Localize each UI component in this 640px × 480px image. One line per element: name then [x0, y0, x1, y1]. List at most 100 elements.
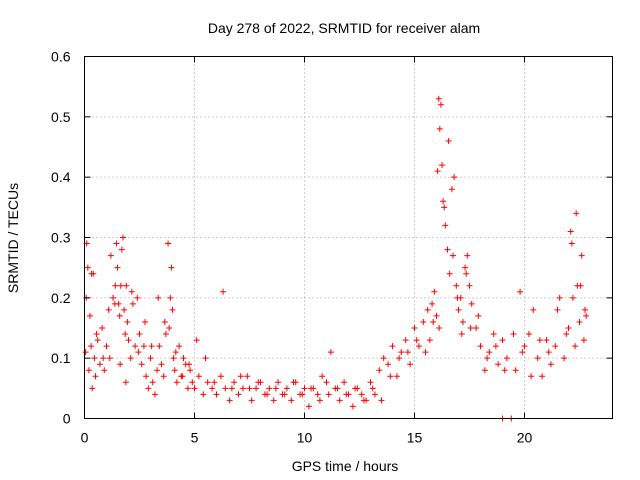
- data-point: [135, 349, 142, 356]
- data-point: [148, 343, 155, 350]
- data-point: [446, 270, 453, 277]
- data-point: [567, 228, 574, 235]
- data-point: [184, 385, 191, 392]
- data-point: [87, 312, 93, 319]
- data-point: [530, 306, 537, 313]
- chart-title: Day 278 of 2022, SRMTID for receiver ala…: [208, 20, 480, 36]
- data-point: [402, 337, 409, 344]
- data-point: [187, 367, 194, 374]
- data-point: [451, 174, 458, 181]
- data-point: [327, 349, 334, 356]
- data-point: [441, 204, 448, 211]
- data-point: [122, 379, 129, 386]
- data-point: [138, 361, 145, 368]
- data-point: [554, 306, 561, 313]
- data-point: [448, 186, 455, 193]
- data-point: [466, 282, 473, 289]
- data-point: [369, 385, 376, 392]
- data-point: [111, 300, 118, 307]
- data-point: [543, 337, 550, 344]
- data-point: [171, 367, 178, 374]
- data-point: [127, 355, 134, 362]
- data-point: [134, 294, 141, 301]
- data-point: [475, 312, 482, 319]
- data-point: [288, 397, 295, 404]
- data-point: [341, 379, 348, 386]
- data-point: [142, 318, 148, 325]
- data-point: [426, 337, 433, 344]
- data-point: [525, 331, 532, 338]
- data-point: [473, 325, 480, 331]
- data-point: [82, 349, 89, 356]
- data-point: [576, 318, 583, 325]
- x-axis-label: GPS time / hours: [292, 458, 399, 474]
- data-point: [569, 294, 576, 301]
- data-point: [180, 355, 187, 362]
- data-point: [334, 385, 341, 392]
- data-point: [160, 373, 167, 380]
- data-point: [510, 331, 517, 338]
- data-point: [239, 385, 246, 392]
- data-point: [91, 355, 98, 362]
- data-point: [169, 306, 176, 313]
- data-point: [166, 325, 173, 331]
- data-point: [463, 270, 470, 277]
- x-tick-label: 20: [517, 430, 533, 446]
- data-point: [436, 125, 443, 132]
- data-point: [220, 288, 227, 295]
- data-point: [565, 325, 572, 331]
- data-point: [122, 331, 129, 338]
- data-point: [578, 252, 585, 259]
- x-tick-label: 0: [81, 430, 89, 446]
- data-point: [204, 379, 211, 386]
- data-point: [336, 397, 343, 404]
- data-point: [415, 343, 422, 350]
- data-point: [325, 391, 332, 398]
- data-point: [536, 337, 543, 344]
- data-point: [450, 252, 456, 259]
- data-point: [512, 367, 519, 374]
- x-tick-labels: 0 5 10 15 20: [81, 430, 533, 446]
- data-point: [107, 252, 114, 259]
- data-point: [100, 355, 107, 362]
- data-point: [376, 367, 383, 374]
- data-point: [492, 343, 499, 350]
- data-point: [367, 379, 374, 386]
- data-point: [118, 246, 125, 253]
- data-point: [186, 361, 192, 368]
- data-point: [459, 318, 466, 325]
- data-point: [556, 294, 563, 301]
- data-point: [162, 331, 169, 338]
- data-point: [200, 391, 207, 398]
- data-point: [145, 385, 152, 392]
- data-point: [217, 373, 224, 380]
- data-point: [431, 288, 438, 295]
- data-point: [545, 349, 552, 356]
- y-axis-label: SRMTID / TECUs: [5, 183, 21, 293]
- data-point: [156, 343, 163, 350]
- data-point: [114, 264, 121, 271]
- data-point: [360, 397, 367, 404]
- data-point: [110, 294, 117, 301]
- data-point: [170, 355, 177, 362]
- data-point: [149, 379, 156, 386]
- data-point: [323, 379, 330, 386]
- data-point: [349, 403, 356, 410]
- data-point: [343, 391, 350, 398]
- data-point: [385, 361, 392, 368]
- data-point: [195, 373, 202, 380]
- data-point: [314, 391, 321, 398]
- data-point: [481, 367, 488, 374]
- data-point: [568, 240, 575, 247]
- data-point: [136, 331, 143, 338]
- data-point: [290, 379, 297, 386]
- data-point: [433, 312, 440, 319]
- data-point: [85, 367, 92, 374]
- data-point: [552, 343, 559, 350]
- data-point: [213, 391, 220, 398]
- y-tick-label: 0.4: [51, 169, 71, 185]
- data-point: [407, 361, 414, 368]
- y-tick-label: 0: [63, 411, 71, 427]
- data-point: [380, 355, 387, 362]
